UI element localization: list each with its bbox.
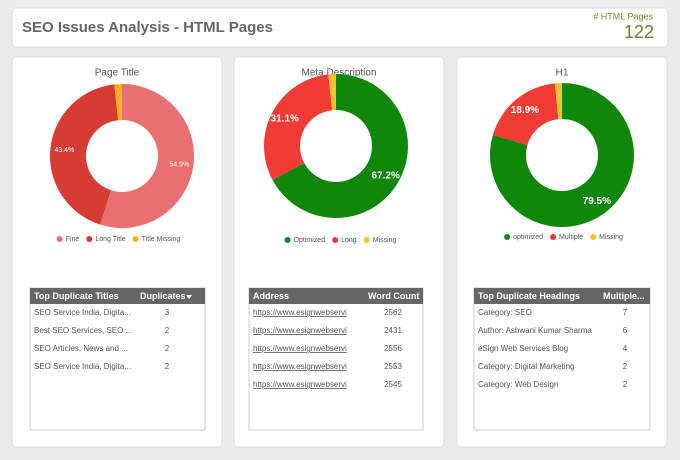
legend-item[interactable]: Long Title	[86, 236, 126, 243]
legend-item[interactable]: Optimized	[284, 237, 326, 244]
table-cell: Category: SEO	[478, 308, 532, 317]
legend-marker	[332, 237, 339, 243]
sort-arrow[interactable]	[186, 295, 192, 299]
table-cell: 2545	[384, 380, 402, 389]
table-cell: 2	[165, 326, 170, 335]
table-cell: SEO Service India, Digita...	[34, 362, 131, 371]
table-cell: 2	[623, 362, 628, 371]
chart-title: Page Title	[95, 68, 140, 79]
table-cell[interactable]: https://www.esignwebservi	[253, 326, 347, 335]
table-cell: 7	[623, 308, 628, 317]
column-header[interactable]: Multiple...	[603, 291, 645, 301]
legend-item[interactable]: optimized	[504, 234, 543, 241]
pie-slice	[492, 83, 559, 145]
legend-item[interactable]: Title Missing	[132, 236, 181, 243]
legend-marker	[504, 234, 511, 240]
kpi-value: 122	[624, 22, 654, 42]
legend-label: Long Title	[95, 236, 125, 243]
pie-slice	[114, 84, 122, 121]
legend-marker	[550, 234, 557, 240]
table-cell: Best SEO Services, SEO ...	[34, 326, 132, 335]
legend-marker	[590, 234, 597, 240]
pie-slice	[49, 84, 119, 225]
data-label: 18.9%	[511, 105, 539, 116]
column-header[interactable]: Address	[253, 291, 289, 301]
table-cell: 2	[165, 362, 170, 371]
table-header	[30, 288, 205, 304]
table-cell: 6	[623, 326, 628, 335]
legend-marker	[132, 236, 139, 242]
table-cell: 2556	[384, 344, 402, 353]
column-header[interactable]: Top Duplicate Headings	[478, 291, 580, 301]
table-cell: eSign Web Services Blog	[478, 344, 568, 353]
table-frame	[473, 287, 651, 431]
table-cell: SEO Articles, News and ...	[34, 344, 128, 353]
legend-item[interactable]: Missing	[363, 237, 397, 244]
legend-item[interactable]: Multiple	[550, 234, 583, 241]
chart-title: Meta Description	[301, 68, 376, 79]
data-label: 67.2%	[372, 170, 400, 181]
table-cell: 2	[623, 380, 628, 389]
legend-label: Title Missing	[142, 236, 181, 243]
legend-item[interactable]: Fine	[56, 236, 80, 243]
page-title: SEO Issues Analysis - HTML Pages	[22, 19, 273, 36]
pie-slice	[490, 83, 634, 227]
table-header	[474, 288, 650, 304]
table-cell[interactable]: https://www.esignwebservi	[253, 380, 347, 389]
table-cell: Category: Web Design	[478, 380, 558, 389]
legend-item[interactable]: Missing	[590, 234, 623, 241]
legend-marker	[86, 236, 93, 242]
table-cell: 2	[165, 344, 170, 353]
table-cell: 2431	[384, 326, 402, 335]
pie-slice	[272, 74, 408, 218]
pie-slice	[328, 74, 336, 111]
legend-label: Long	[341, 237, 357, 244]
table-cell[interactable]: https://www.esignwebservi	[253, 362, 347, 371]
chart-title: H1	[556, 68, 569, 79]
table-cell[interactable]: https://www.esignwebservi	[253, 308, 347, 317]
table-cell: SEO Service India, Digita...	[34, 308, 131, 317]
data-label: 43.4%	[54, 147, 74, 154]
column-header[interactable]: Top Duplicate Titles	[34, 291, 119, 301]
column-header[interactable]: Word Count	[368, 291, 419, 301]
pie-slice	[264, 74, 333, 180]
table-frame	[29, 287, 206, 431]
pie-slice	[554, 83, 562, 120]
legend-label: optimized	[513, 234, 543, 241]
legend-marker	[363, 237, 370, 243]
legend-label: Missing	[599, 234, 623, 241]
table-cell: Category: Digital Marketing	[478, 362, 574, 371]
legend-marker	[284, 237, 291, 243]
data-label: 54.9%	[169, 162, 189, 169]
table-cell[interactable]: https://www.esignwebservi	[253, 344, 347, 353]
table-cell: 3	[165, 308, 170, 317]
header-card	[11, 7, 669, 48]
table-cell: 4	[623, 344, 628, 353]
legend-label: Multiple	[559, 234, 583, 241]
data-label: 79.5%	[583, 196, 611, 207]
legend-label: Optimized	[294, 237, 326, 244]
legend-marker	[56, 236, 63, 242]
column-header[interactable]: Duplicates	[140, 291, 186, 301]
legend-item[interactable]: Long	[332, 237, 357, 244]
table-cell: 2553	[384, 362, 402, 371]
table-header	[249, 288, 423, 304]
pie-slice	[100, 84, 194, 228]
data-label: 31.1%	[271, 114, 299, 125]
table-cell: 2562	[384, 308, 402, 317]
table-cell: Author: Ashwani Kumar Sharma	[478, 326, 592, 335]
kpi-label: # HTML Pages	[593, 11, 653, 21]
legend-label: Fine	[66, 236, 80, 243]
legend-label: Missing	[373, 237, 397, 244]
